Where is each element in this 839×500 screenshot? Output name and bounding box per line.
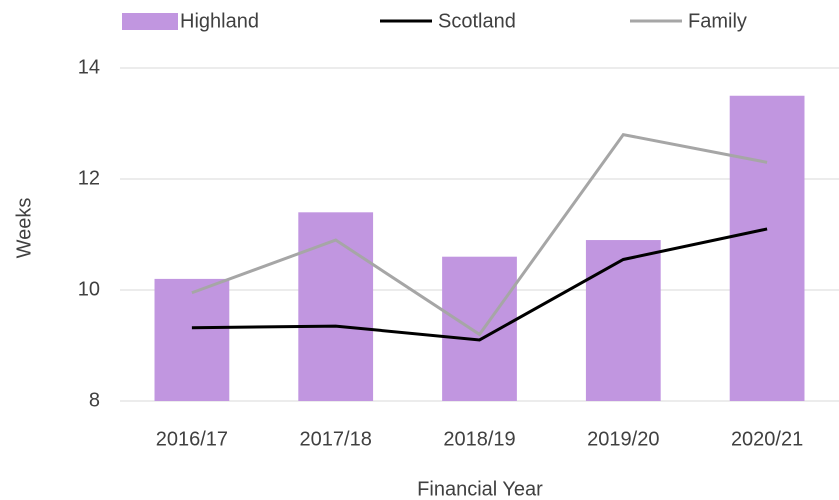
line: [191, 132, 768, 337]
legend-swatch: [122, 13, 178, 30]
y-tick-label: 10: [78, 278, 100, 300]
bar: [729, 95, 805, 401]
legend-label: Highland: [180, 10, 259, 32]
line: [191, 227, 768, 342]
bar: [442, 256, 517, 401]
bar: [154, 278, 230, 401]
x-tick-label: 2016/17: [156, 428, 228, 450]
y-tick-label: 12: [78, 167, 100, 189]
x-tick-label: 2020/21: [731, 428, 803, 450]
y-tick-label: 14: [78, 56, 100, 78]
bar: [298, 212, 374, 401]
legend-label: Scotland: [438, 10, 516, 32]
legend-label: Family: [688, 10, 747, 32]
x-axis-title: Financial Year: [417, 478, 543, 500]
x-tick-label: 2018/19: [443, 428, 515, 450]
y-axis-title: Weeks: [13, 198, 35, 259]
bar: [585, 240, 661, 401]
y-tick-label: 8: [89, 389, 100, 411]
x-tick-label: 2019/20: [587, 428, 659, 450]
x-tick-label: 2017/18: [300, 428, 372, 450]
